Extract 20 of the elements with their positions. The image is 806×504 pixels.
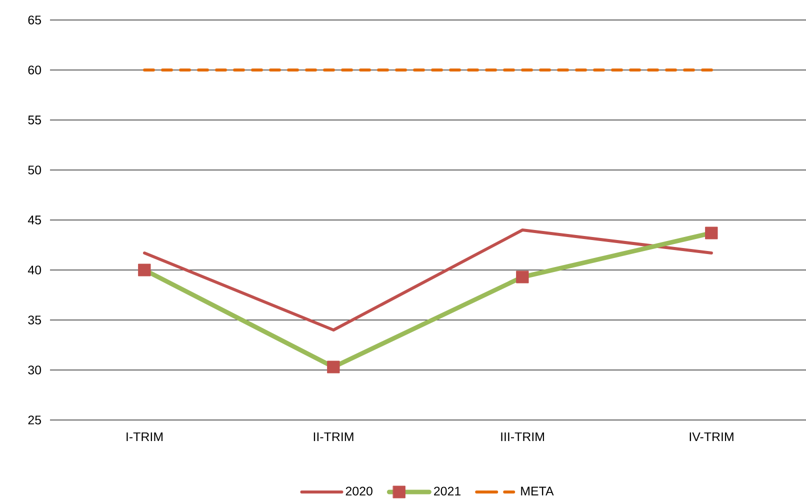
y-tick-label: 60 (28, 66, 42, 74)
point (516, 270, 529, 284)
y-tick-label: 45 (28, 216, 42, 224)
point (705, 226, 718, 240)
legend-label: META (521, 486, 554, 496)
x-tick-label: IV-TRIM (690, 432, 734, 442)
point (138, 264, 151, 276)
x-tick-label: II-TRIM (314, 432, 354, 442)
y-tick-label: 40 (28, 266, 42, 274)
y-tick-label: 55 (28, 116, 42, 124)
y-tick-label: 30 (28, 366, 42, 374)
legend-label: 2020 (346, 486, 372, 496)
y-tick-label: 25 (28, 416, 42, 424)
point (327, 360, 340, 374)
legend-label: 2021 (434, 486, 461, 496)
x-tick-label: III-TRIM (501, 432, 544, 442)
y-tick-label: 65 (28, 16, 42, 24)
y-tick-label: 50 (28, 166, 42, 174)
x-tick-label: I-TRIM (126, 432, 163, 442)
y-tick-label: 35 (28, 316, 42, 324)
